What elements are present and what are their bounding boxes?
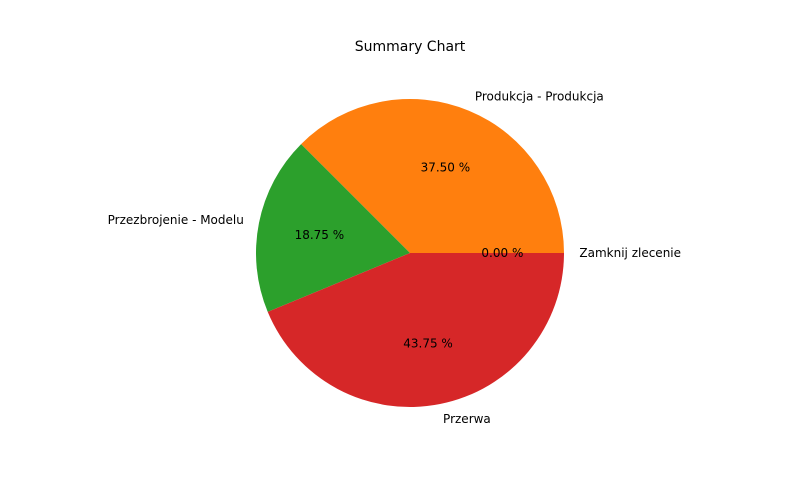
pie-label-2: Przezbrojenie - Modelu	[108, 213, 244, 227]
pie-label-3: Przerwa	[443, 412, 491, 426]
pie-slice-3	[267, 253, 564, 407]
pie-slice-1	[301, 99, 564, 253]
pie-pct-label-1: 37.50 %	[421, 161, 471, 175]
pie-slice-2	[256, 144, 410, 312]
pie-pct-label-3: 43.75 %	[403, 337, 453, 351]
pie-slices	[256, 99, 564, 407]
chart-title: Summary Chart	[355, 39, 466, 55]
pie-label-1: Produkcja - Produkcja	[475, 89, 604, 103]
pie-labels: Zamknij zlecenie 0.00 % Produkcja - Produk…	[108, 89, 681, 426]
pie-label-0: Zamknij zlecenie	[579, 246, 681, 260]
pie-pct-label-2: 18.75 %	[295, 228, 345, 242]
pie-pct-label-0: 0.00 %	[481, 246, 523, 260]
